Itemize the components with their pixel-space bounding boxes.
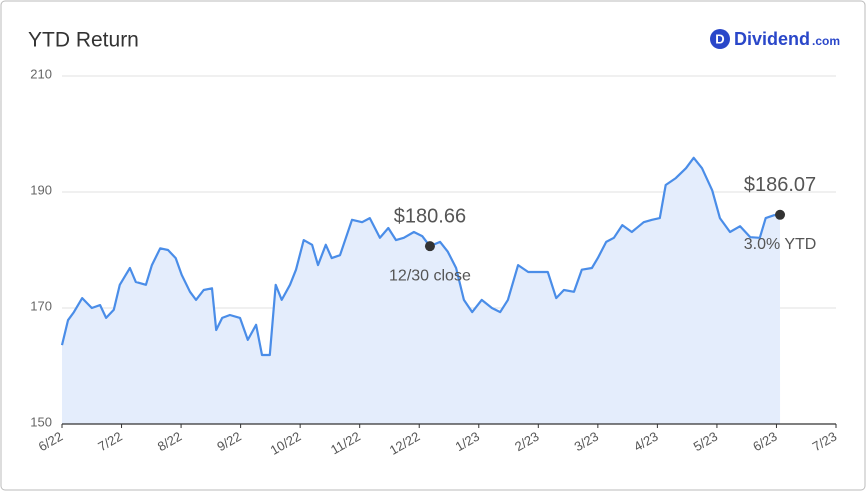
- annotation-dot: [424, 241, 435, 252]
- annotation-label: $186.07: [744, 174, 816, 196]
- annotation-dot: [775, 209, 786, 220]
- annotation-sublabel: 3.0% YTD: [744, 236, 817, 253]
- y-tick-label: 190: [30, 182, 52, 197]
- logo-badge: [710, 29, 730, 49]
- y-tick-label: 170: [30, 298, 52, 313]
- logo-name: Dividend: [734, 29, 810, 49]
- chart-title: YTD Return: [28, 29, 139, 52]
- logo-suffix: .com: [812, 34, 840, 48]
- annotation-label: $180.66: [394, 205, 466, 227]
- annotation-sublabel: 12/30 close: [389, 267, 471, 284]
- y-tick-label: 210: [30, 66, 52, 81]
- line: [60, 156, 781, 357]
- logo-icon: D: [715, 31, 724, 46]
- area: [62, 157, 781, 425]
- y-tick-label: 150: [30, 414, 52, 429]
